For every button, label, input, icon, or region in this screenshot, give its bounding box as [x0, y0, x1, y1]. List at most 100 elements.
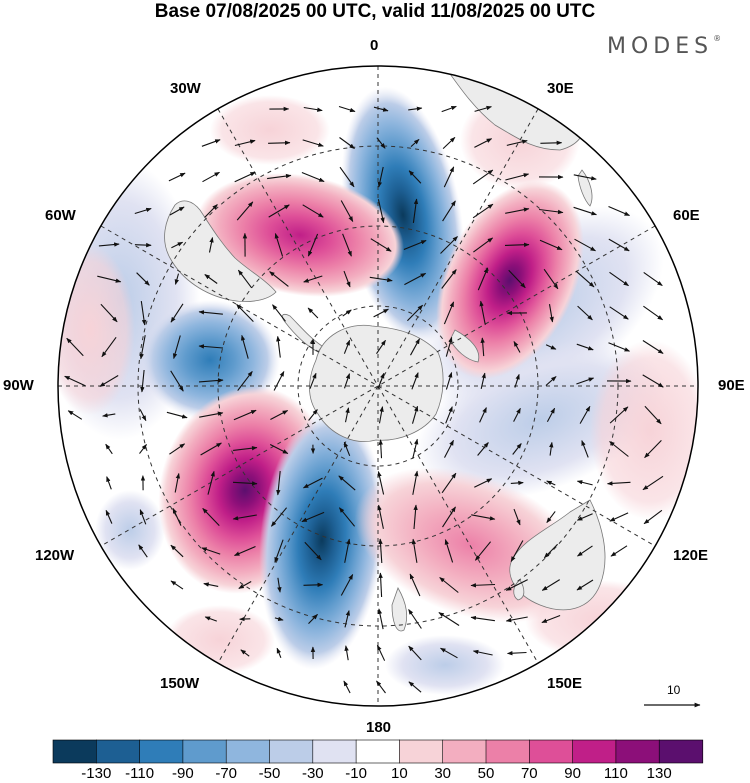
map-border [57, 65, 699, 707]
wind-vector [441, 105, 457, 113]
wind-vector [539, 239, 563, 251]
wind-vector [140, 369, 145, 393]
wind-vector [373, 308, 389, 318]
wind-vector [303, 275, 323, 283]
wind-vector [269, 444, 289, 454]
wind-vector [204, 274, 218, 284]
wind-vector [207, 470, 215, 495]
wind-vector [136, 272, 150, 286]
wind-vector [442, 506, 456, 528]
wind-vector [233, 409, 257, 421]
wind-vector [508, 269, 526, 289]
colorbar-tick-label: -70 [215, 765, 238, 782]
wind-vector [99, 375, 119, 387]
wind-vector [343, 339, 351, 354]
wind-vector [545, 376, 557, 386]
wind-vector [439, 577, 459, 593]
wind-vector [208, 236, 214, 253]
lon-label-90e: 90E [718, 377, 745, 394]
wind-vector [170, 303, 184, 323]
wind-vector [512, 443, 522, 455]
wind-vector [610, 545, 628, 557]
colorbar-bin [96, 739, 141, 764]
wind-vector [644, 405, 662, 425]
brand-text: MODES [607, 34, 714, 59]
wind-vector [411, 372, 419, 390]
wind-vector [579, 405, 591, 424]
wind-vector [105, 443, 113, 455]
wind-vector [377, 608, 384, 630]
wind-vector [505, 173, 530, 181]
wind-vector [172, 507, 182, 526]
wind-vector [174, 472, 181, 493]
wind-vector [408, 170, 422, 184]
wind-vector [546, 511, 556, 524]
wind-vector [101, 336, 117, 358]
wind-vector [276, 471, 281, 496]
wind-vector [270, 507, 288, 527]
wind-vector [445, 336, 453, 357]
south-america [164, 200, 277, 302]
lon-label-120e: 120E [673, 547, 709, 564]
wind-vector [377, 470, 385, 495]
wind-vector [342, 309, 352, 317]
wind-vector [473, 237, 494, 253]
wind-vector [274, 616, 284, 621]
wind-vector [510, 480, 524, 486]
antarctica [309, 324, 444, 442]
wind-vector [198, 310, 223, 315]
colorbar-bin [52, 739, 97, 764]
wind-vector [642, 374, 664, 388]
colorbar-bin [399, 739, 444, 764]
wind-vector [407, 304, 423, 322]
wind-vector [540, 140, 563, 146]
wind-vector [576, 579, 594, 591]
wind-vector [139, 509, 147, 525]
brand-logo: MODES® [607, 34, 721, 59]
wind-vector [201, 139, 221, 147]
wind-vector [443, 166, 455, 188]
wind-vector [64, 375, 86, 387]
wind-vector [308, 409, 318, 421]
wind-vector [608, 205, 631, 217]
registered-mark: ® [713, 34, 722, 43]
wind-vector [134, 207, 152, 215]
wind-vector [643, 509, 663, 525]
wind-vector [411, 405, 419, 424]
wind-vector [377, 372, 385, 389]
colorbar-tick-label: 110 [603, 765, 628, 782]
wind-vector [303, 477, 323, 489]
wind-vector [546, 480, 556, 486]
wind-vector [236, 304, 254, 322]
wind-vector [276, 647, 282, 659]
colorbar-bin [269, 739, 314, 764]
wind-vector [373, 106, 389, 112]
wind-vector [343, 680, 351, 694]
wind-vector [576, 480, 593, 486]
colorbar-bin [312, 739, 357, 764]
wind-vector [441, 472, 457, 494]
colorbar-tick-label: -50 [258, 765, 281, 782]
wind-vector [577, 305, 593, 321]
wind-vector [444, 539, 454, 563]
wind-vector [338, 105, 356, 113]
wind-vector [609, 406, 629, 424]
wind-vector [378, 572, 383, 598]
wind-vector [505, 616, 528, 623]
wind-vector [513, 341, 521, 353]
wind-vector [408, 681, 422, 693]
wind-vector [410, 138, 420, 148]
colorbar-tick-label: -30 [301, 765, 324, 782]
wind-vector [470, 615, 495, 622]
wind-vector [543, 268, 559, 290]
wind-vector [581, 440, 589, 458]
wind-vector [404, 272, 427, 286]
wind-vector [510, 540, 524, 562]
wind-vector [98, 242, 120, 247]
wind-vector [204, 616, 217, 622]
wind-vector [339, 166, 355, 188]
wind-vector [268, 204, 290, 218]
wind-vector [369, 276, 393, 283]
wind-vector [480, 372, 486, 390]
wind-vector [378, 406, 384, 424]
